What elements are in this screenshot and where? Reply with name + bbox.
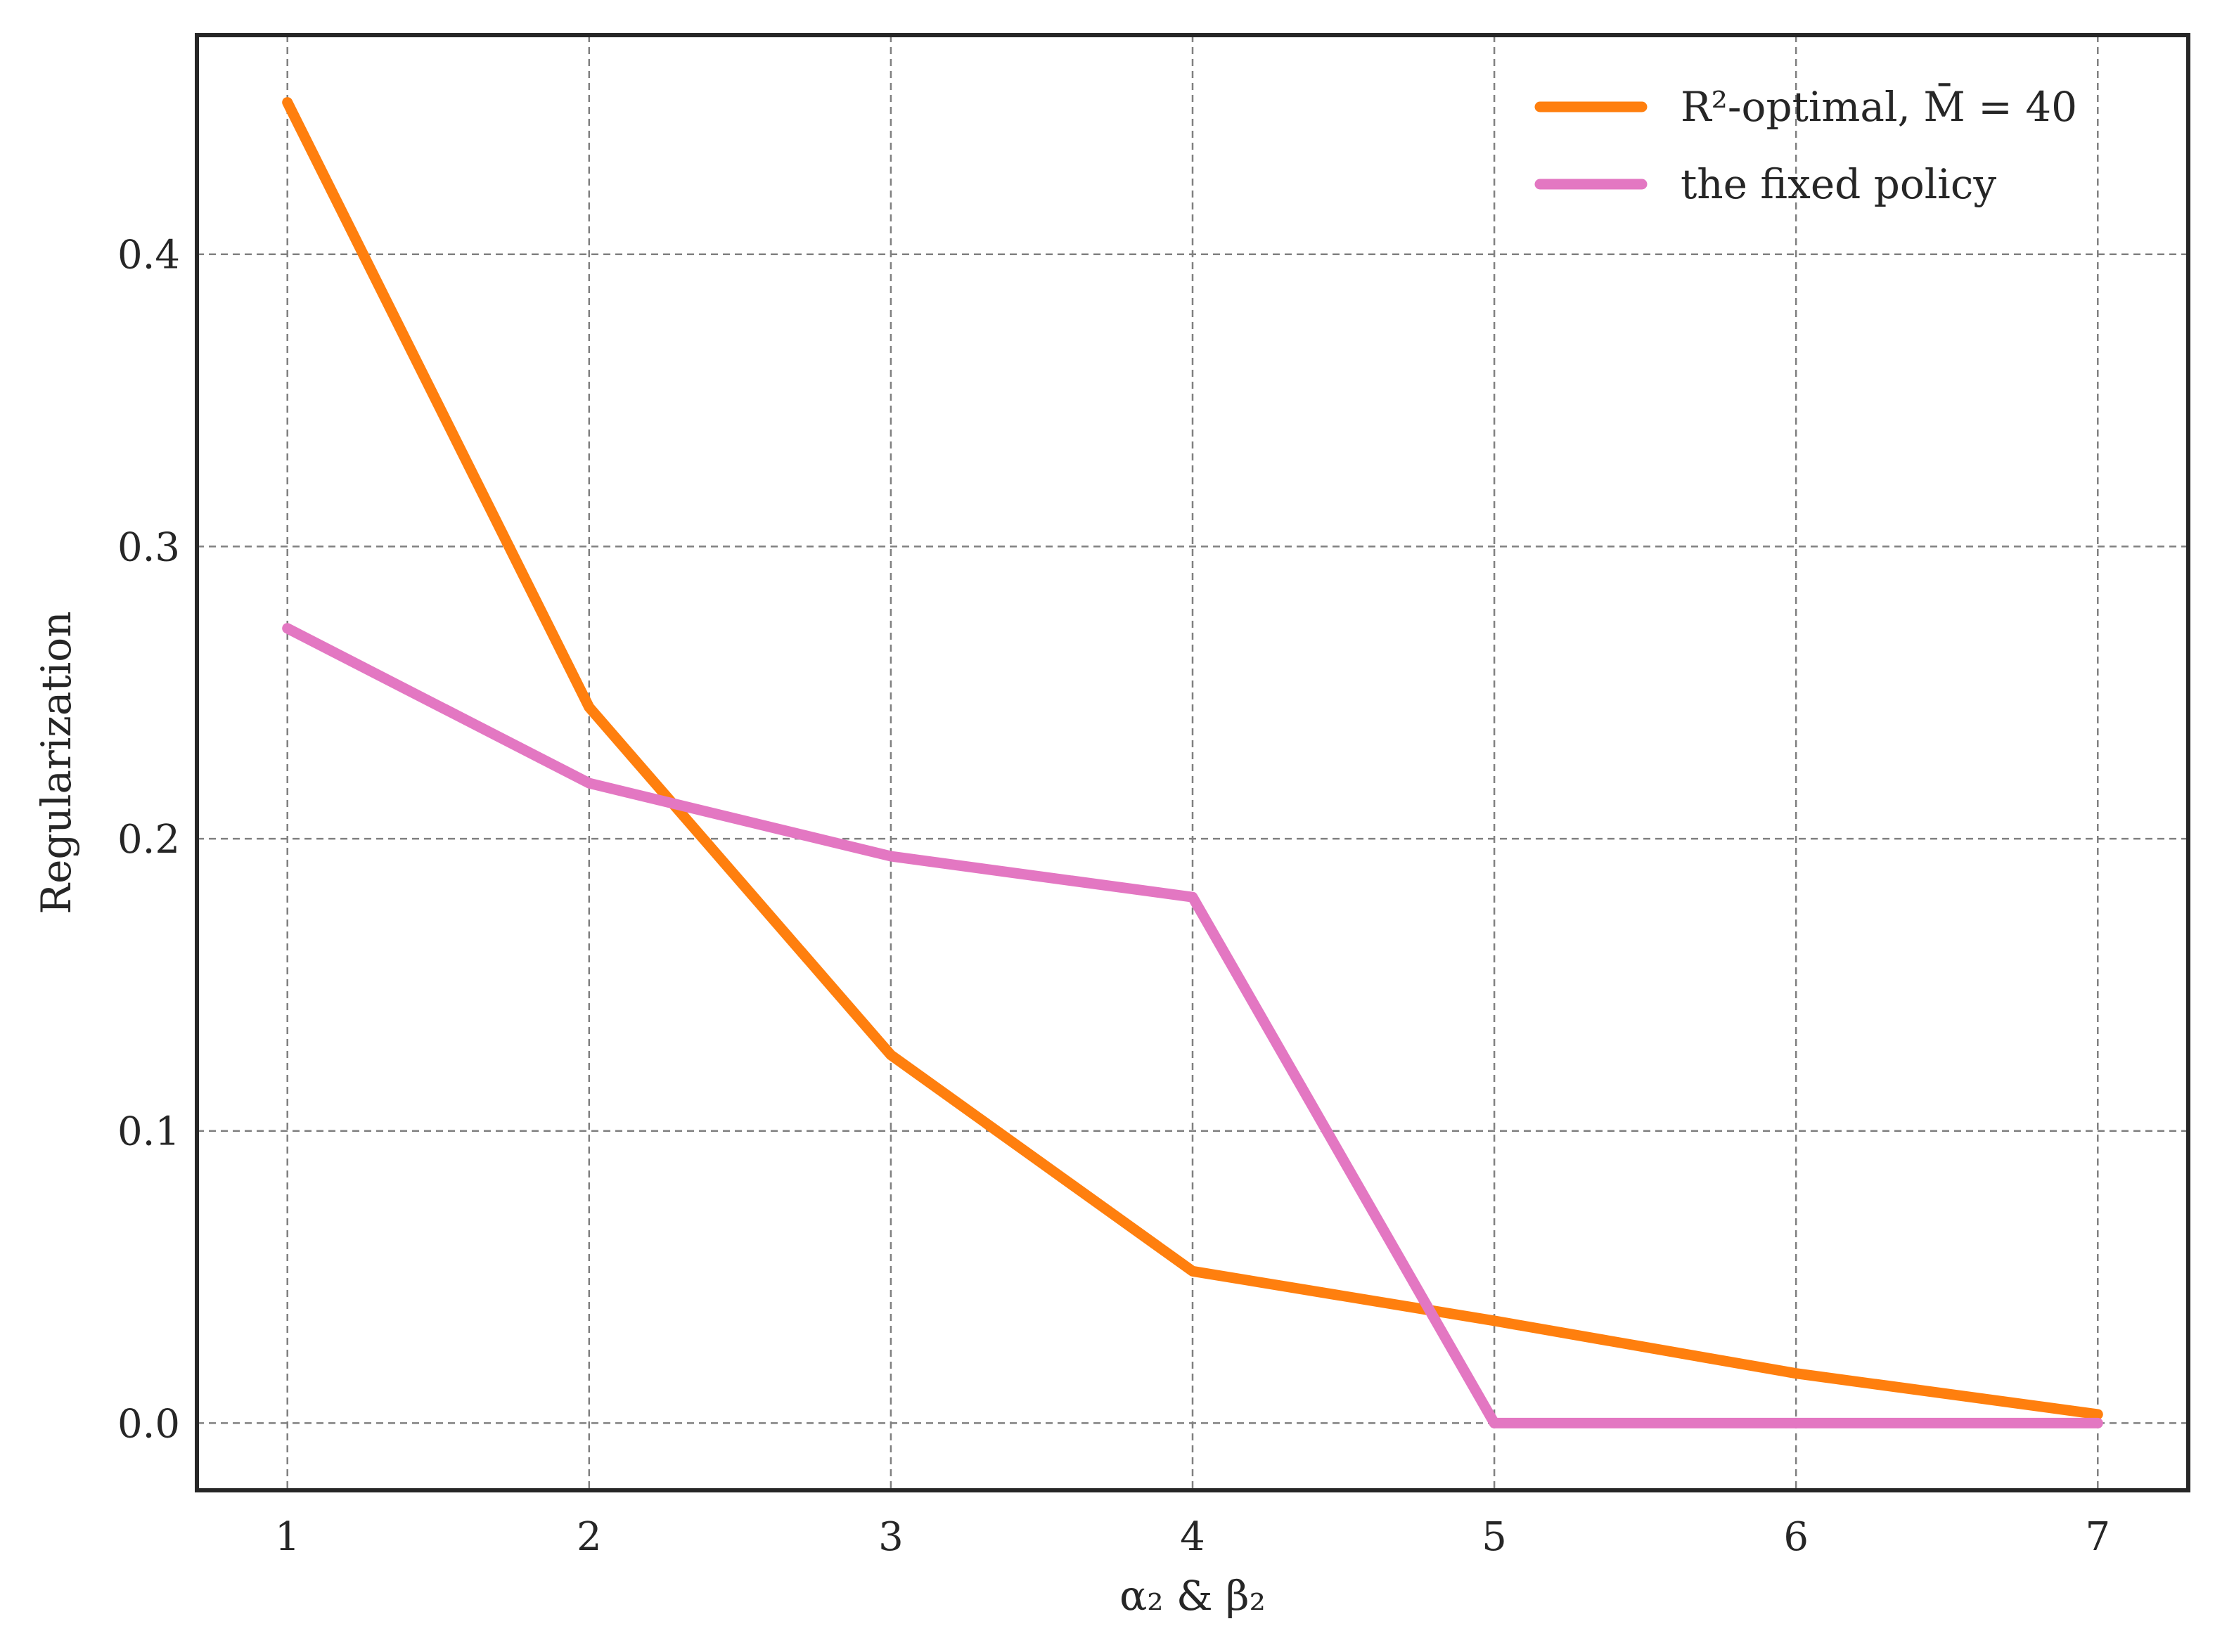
plot-frame <box>195 33 2190 1492</box>
y-tick-label: 0.3 <box>117 524 180 570</box>
y-axis-label: Regularization <box>32 611 80 914</box>
legend-label-2: the fixed policy <box>1681 160 1996 208</box>
x-axis-label: α₂ & β₂ <box>1119 1572 1266 1620</box>
series-group <box>282 97 2103 1428</box>
legend-label-1: R²-optimal, M̄ = 40 <box>1681 82 2077 131</box>
legend: R²-optimal, M̄ = 40 the fixed policy <box>1534 82 2077 208</box>
y-tick-labels: 0.0 0.1 0.2 0.3 0.4 <box>117 233 180 1447</box>
grid <box>197 35 2188 1490</box>
y-tick-label: 0.0 <box>117 1401 180 1447</box>
x-tick-labels: 1 2 3 4 5 6 7 <box>275 1514 2110 1560</box>
x-tick-label: 6 <box>1783 1514 1809 1560</box>
x-tick-label: 7 <box>2085 1514 2110 1560</box>
x-tick-label: 2 <box>577 1514 602 1560</box>
y-tick-label: 0.4 <box>117 233 180 278</box>
x-tick-label: 1 <box>275 1514 300 1560</box>
x-tick-label: 3 <box>878 1514 904 1560</box>
series-line-1 <box>282 97 2103 1420</box>
x-tick-label: 4 <box>1180 1514 1205 1560</box>
x-tick-label: 5 <box>1482 1514 1507 1560</box>
y-tick-label: 0.2 <box>117 817 180 863</box>
y-tick-label: 0.1 <box>117 1109 180 1155</box>
series-line-2 <box>282 623 2103 1428</box>
